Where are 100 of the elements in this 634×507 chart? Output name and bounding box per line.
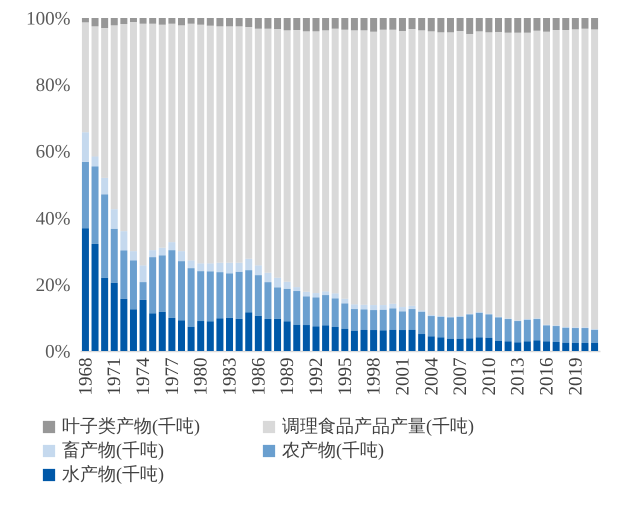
- bar: [408, 309, 416, 330]
- bar: [360, 304, 368, 310]
- bar: [437, 316, 444, 338]
- bar: [398, 311, 406, 330]
- bar: [197, 321, 204, 351]
- bar: [178, 25, 185, 252]
- bar: [476, 337, 483, 351]
- bar: [302, 18, 310, 32]
- bar: [543, 325, 550, 342]
- bar: [149, 313, 156, 351]
- x-tick-label: 1968: [75, 358, 96, 396]
- x-tick-label: 1980: [190, 358, 212, 396]
- bar: [398, 18, 406, 31]
- bar: [82, 162, 89, 228]
- bar: [581, 343, 588, 351]
- bar: [398, 330, 406, 351]
- bar: [284, 30, 291, 282]
- bar: [524, 32, 531, 320]
- bar: [92, 166, 99, 244]
- bar: [350, 304, 358, 310]
- bar: [380, 30, 387, 306]
- bar: [226, 26, 234, 263]
- bar: [398, 30, 406, 308]
- bar: [341, 328, 348, 351]
- bar: [254, 28, 262, 266]
- legend-label: 水产物(千吨): [62, 464, 164, 484]
- bar: [110, 209, 118, 229]
- bar: [302, 325, 310, 351]
- bar: [543, 18, 550, 32]
- bar: [446, 338, 454, 351]
- bar: [130, 251, 137, 260]
- bar: [322, 291, 330, 296]
- bar: [188, 18, 195, 24]
- bar: [591, 343, 598, 351]
- bar: [591, 330, 598, 344]
- bar: [322, 18, 330, 30]
- bar: [274, 18, 282, 29]
- bar: [312, 31, 320, 294]
- bar: [110, 282, 118, 351]
- bar: [245, 312, 252, 351]
- bar: [293, 18, 300, 30]
- bar: [293, 291, 300, 325]
- bar: [264, 18, 272, 29]
- bar: [312, 326, 320, 351]
- bar: [476, 31, 483, 312]
- bar: [178, 320, 185, 351]
- bar: [302, 292, 310, 296]
- bar: [168, 318, 176, 351]
- x-tick-label: 2013: [508, 358, 529, 396]
- bar: [533, 30, 540, 318]
- bar: [178, 18, 185, 26]
- bar: [572, 29, 579, 328]
- bar: [495, 341, 502, 351]
- bar: [485, 18, 492, 32]
- bar: [370, 305, 378, 310]
- x-tick-label: 2016: [536, 358, 558, 396]
- bar: [418, 334, 426, 351]
- bar: [341, 303, 348, 329]
- bar: [572, 343, 579, 351]
- bar: [466, 314, 474, 338]
- bar: [149, 24, 156, 250]
- bar: [140, 18, 147, 24]
- x-tick-label: 1983: [220, 358, 241, 396]
- bar: [130, 22, 137, 252]
- bar: [312, 293, 320, 298]
- bar: [389, 304, 396, 308]
- bar: [158, 248, 166, 256]
- bar: [341, 18, 348, 30]
- bar: [408, 330, 416, 351]
- bar: [120, 250, 128, 299]
- x-tick-label: 1977: [162, 358, 183, 396]
- bar: [274, 278, 282, 288]
- bar: [437, 18, 444, 32]
- bar: [485, 314, 492, 338]
- x-tick-label: 1998: [364, 358, 385, 396]
- bar: [350, 18, 358, 30]
- bar: [302, 31, 310, 292]
- bar: [581, 328, 588, 344]
- bar: [591, 18, 598, 30]
- bar: [254, 18, 262, 29]
- bar: [92, 18, 99, 26]
- bar: [562, 18, 570, 30]
- bar: [188, 268, 195, 327]
- bar: [82, 18, 89, 22]
- bar: [101, 28, 108, 178]
- bar: [408, 28, 416, 306]
- y-tick-label: 80%: [36, 75, 71, 96]
- bar: [226, 18, 234, 26]
- bar: [332, 18, 339, 29]
- bar: [562, 328, 570, 343]
- bar: [581, 28, 588, 328]
- bar: [533, 18, 540, 31]
- x-tick-label: 1971: [104, 358, 126, 396]
- bar: [130, 309, 137, 351]
- bar: [552, 30, 560, 326]
- bar: [140, 282, 147, 300]
- bar: [188, 326, 195, 351]
- bar: [120, 231, 128, 250]
- bar: [437, 337, 444, 351]
- bar: [284, 18, 291, 30]
